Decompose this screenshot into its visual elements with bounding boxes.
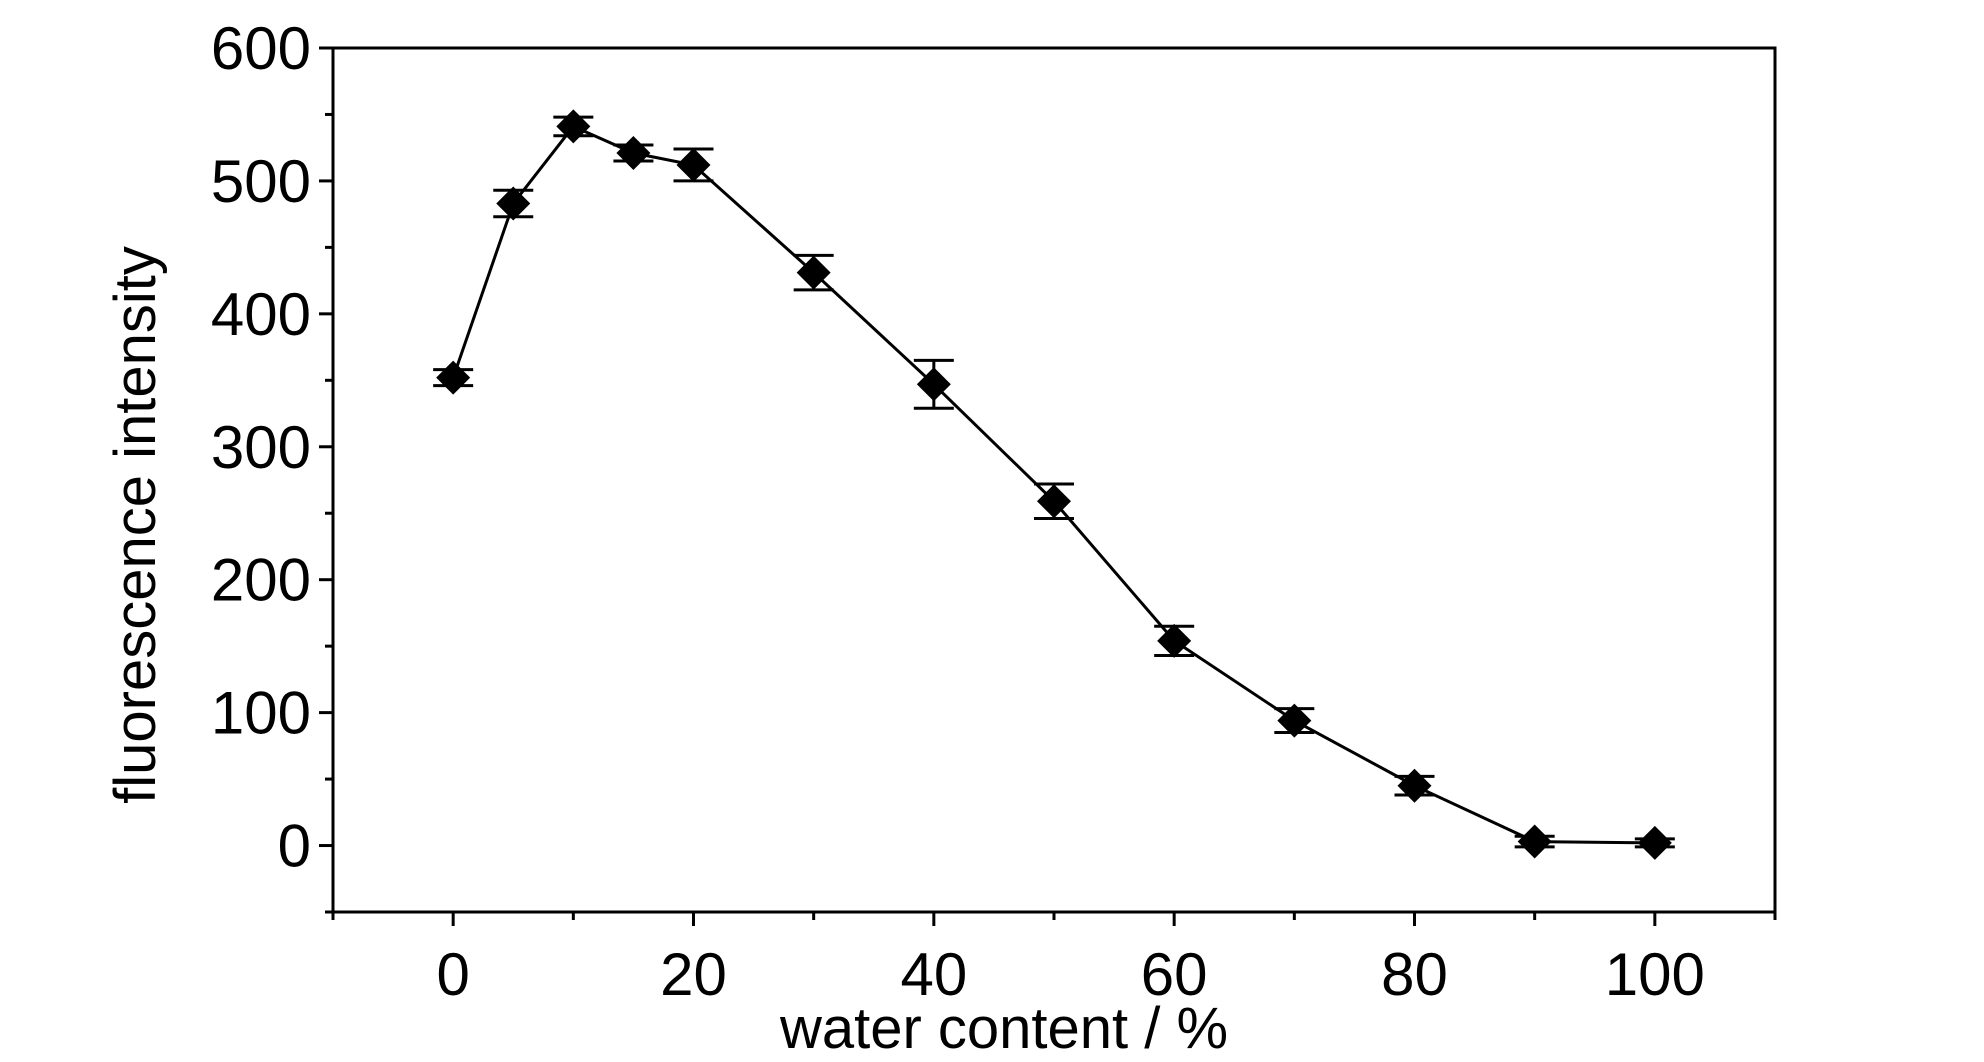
data-point (1397, 768, 1432, 803)
data-point (616, 136, 651, 171)
x-tick-label: 0 (436, 941, 469, 1008)
y-axis-title: fluorescence intensity (103, 246, 168, 804)
data-point (556, 109, 591, 144)
y-tick-label: 200 (211, 547, 311, 614)
y-tick-label: 100 (211, 680, 311, 747)
y-tick-label: 0 (278, 813, 311, 880)
x-axis-title: water content / % (779, 996, 1228, 1061)
data-point (916, 367, 951, 402)
axis-layer: 0 20 40 60 80 100 0 100 200 300 400 500 600 (211, 15, 1777, 1008)
plot-frame (331, 46, 1777, 914)
y-tick-label: 300 (211, 414, 311, 481)
x-tick-label: 100 (1605, 941, 1705, 1008)
x-tick-label: 40 (900, 941, 967, 1008)
y-tick-label: 500 (211, 148, 311, 215)
y-tick-label: 600 (211, 15, 311, 82)
y-tick-label: 400 (211, 281, 311, 348)
plot-layer (433, 109, 1675, 860)
data-point (796, 255, 831, 290)
data-point (1517, 824, 1552, 859)
x-tick-label: 80 (1381, 941, 1448, 1008)
data-point (496, 186, 531, 221)
x-tick-label: 60 (1141, 941, 1208, 1008)
data-point (676, 147, 711, 182)
data-point (1277, 703, 1312, 738)
data-point (436, 360, 471, 395)
data-point (1637, 825, 1672, 860)
x-tick-label: 20 (660, 941, 727, 1008)
data-point (1157, 623, 1192, 658)
data-point (1037, 484, 1071, 519)
